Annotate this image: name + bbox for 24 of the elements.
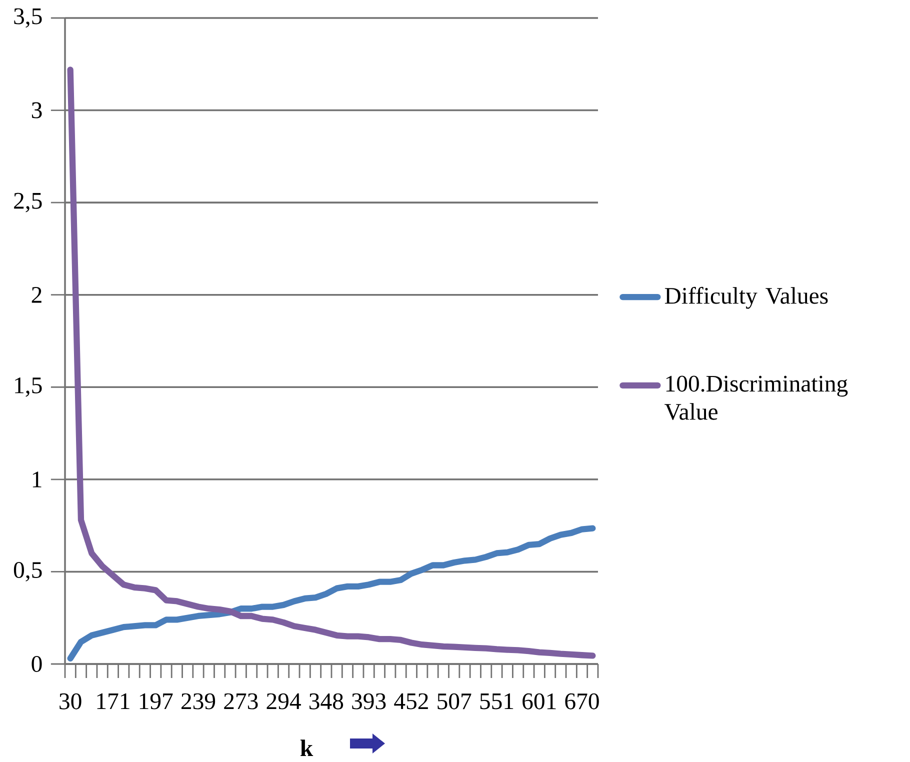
x-axis-title: k [300,740,314,756]
y-tick-label: 1 [32,472,42,488]
y-tick-label: 1,5 [15,377,42,397]
x-tick-label: 239 [182,693,216,710]
x-tick-label: 601 [522,693,556,710]
x-tick-label: 507 [438,693,472,710]
x-tick-label: 273 [224,693,258,710]
x-tick-label: 294 [266,693,301,710]
x-tick-label: 670 [565,693,599,710]
y-tick-label: 2 [32,286,42,303]
y-tick-label: 2,5 [14,192,42,212]
x-tick-label: 551 [480,693,514,710]
y-tick-label: 0 [32,656,42,672]
y-tick-label: 3,5 [14,8,42,28]
legend-label: Difficulty Values [664,286,828,309]
x-tick-label: 30 [60,693,82,710]
legend-label: 100.Discriminating Value [664,376,848,420]
x-tick-label: 348 [310,693,344,710]
x-tick-label: 171 [97,693,130,709]
x-tick-label: 197 [140,693,173,710]
x-tick-label: 393 [352,693,386,710]
y-tick-label: 0,5 [14,562,42,582]
y-tick-label: 3 [32,102,42,118]
x-tick-label: 452 [394,693,428,710]
